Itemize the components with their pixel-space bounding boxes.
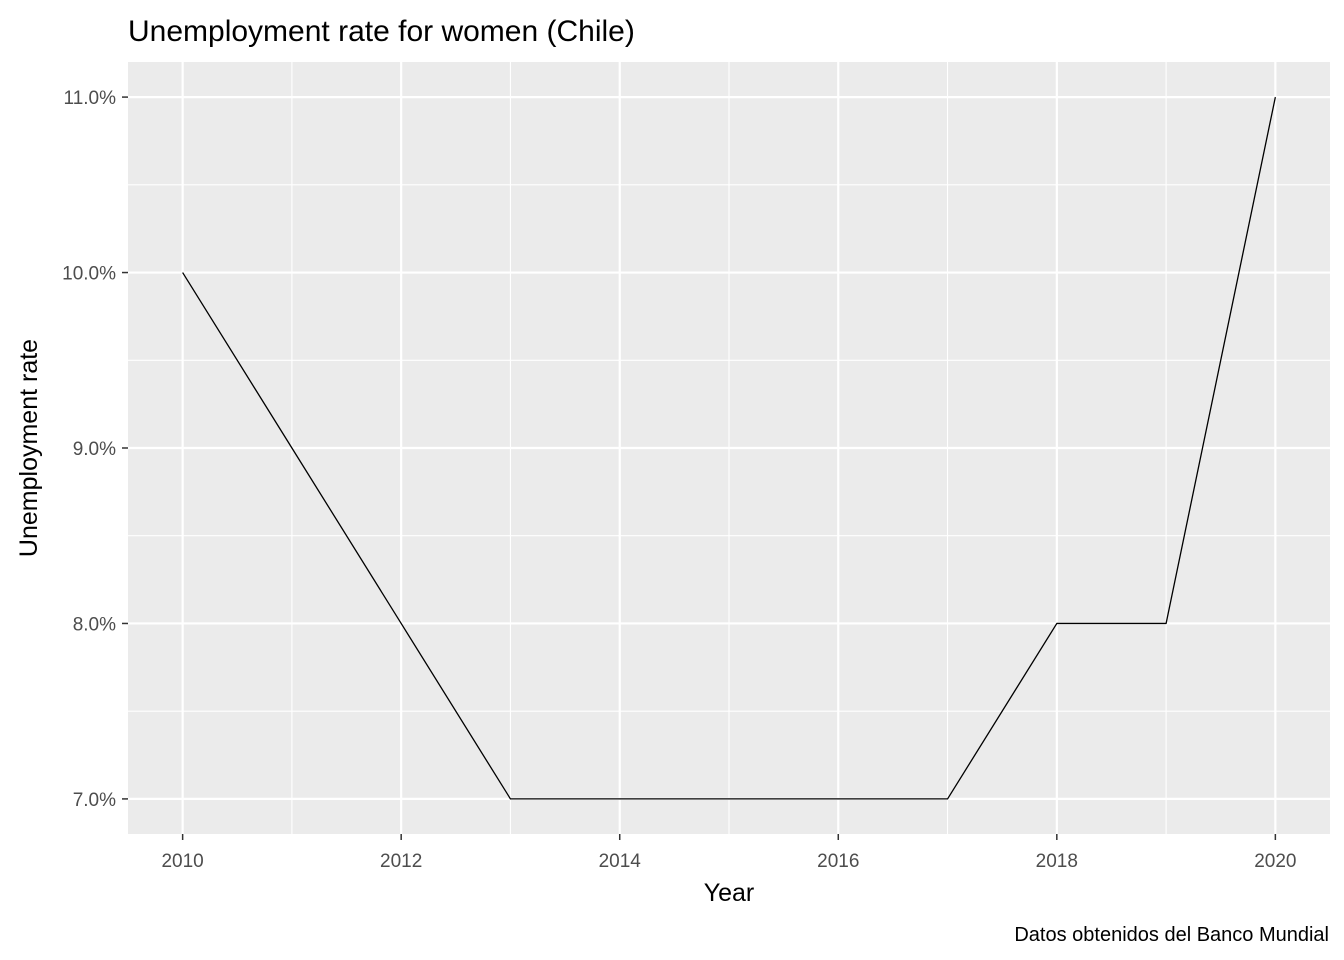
x-tick-label: 2018	[1036, 851, 1078, 872]
x-tick-label: 2014	[599, 851, 642, 872]
y-tick-label: 7.0%	[73, 790, 116, 811]
series-line-0	[182, 96, 1276, 800]
x-tick-label: 2016	[817, 851, 859, 872]
y-axis-title: Unemployment rate	[15, 339, 43, 557]
x-axis-title: Year	[704, 879, 755, 907]
y-tick-label: 9.0%	[73, 439, 116, 460]
x-tick-label: 2010	[161, 851, 203, 872]
chart-caption: Datos obtenidos del Banco Mundial	[1014, 924, 1329, 946]
series-layer	[182, 96, 1276, 800]
y-tick-label: 11.0%	[64, 88, 117, 109]
chart-title: Unemployment rate for women (Chile)	[128, 15, 635, 48]
y-tick-label: 10.0%	[62, 264, 116, 285]
x-tick-label: 2012	[380, 851, 422, 872]
major-gridlines	[128, 62, 1330, 834]
y-axis: 7.0% 8.0% 9.0% 10.0% 11.0%	[62, 88, 128, 811]
x-axis: 2010 2012 2014 2016 2018 2020	[161, 834, 1297, 872]
y-tick-label: 8.0%	[73, 614, 116, 635]
x-tick-label: 2020	[1254, 851, 1296, 872]
